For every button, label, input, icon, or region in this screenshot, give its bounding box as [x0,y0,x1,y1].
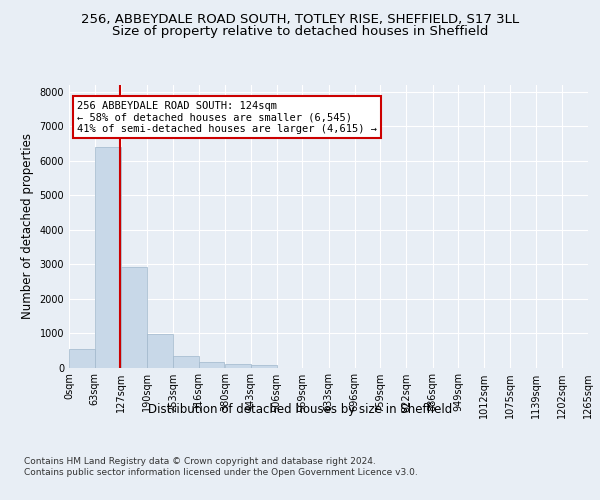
Text: 256, ABBEYDALE ROAD SOUTH, TOTLEY RISE, SHEFFIELD, S17 3LL: 256, ABBEYDALE ROAD SOUTH, TOTLEY RISE, … [81,12,519,26]
Text: Size of property relative to detached houses in Sheffield: Size of property relative to detached ho… [112,24,488,38]
Text: Distribution of detached houses by size in Sheffield: Distribution of detached houses by size … [148,402,452,415]
Y-axis label: Number of detached properties: Number of detached properties [21,133,34,320]
Bar [69,348,95,368]
Bar [173,356,199,368]
Text: Contains HM Land Registry data © Crown copyright and database right 2024.
Contai: Contains HM Land Registry data © Crown c… [24,458,418,477]
Bar [121,267,147,368]
Bar [147,334,173,368]
Text: 256 ABBEYDALE ROAD SOUTH: 124sqm
← 58% of detached houses are smaller (6,545)
41: 256 ABBEYDALE ROAD SOUTH: 124sqm ← 58% o… [77,100,377,134]
Bar [95,147,121,368]
Bar [225,364,251,368]
Bar [251,366,277,368]
Bar [199,362,224,368]
